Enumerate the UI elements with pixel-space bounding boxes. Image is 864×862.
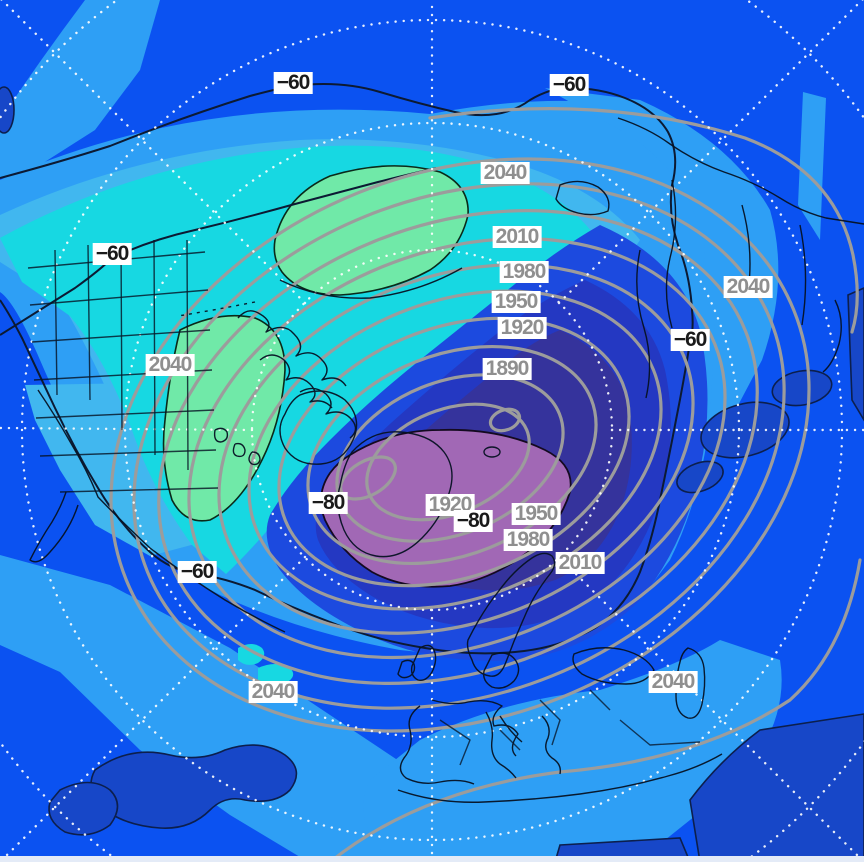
- map-bottom-edge: [0, 856, 864, 862]
- height-contours-layer: [109, 107, 862, 862]
- temp-contour-minus60-inner: [0, 167, 437, 336]
- shade-cold-pockets: [0, 86, 864, 862]
